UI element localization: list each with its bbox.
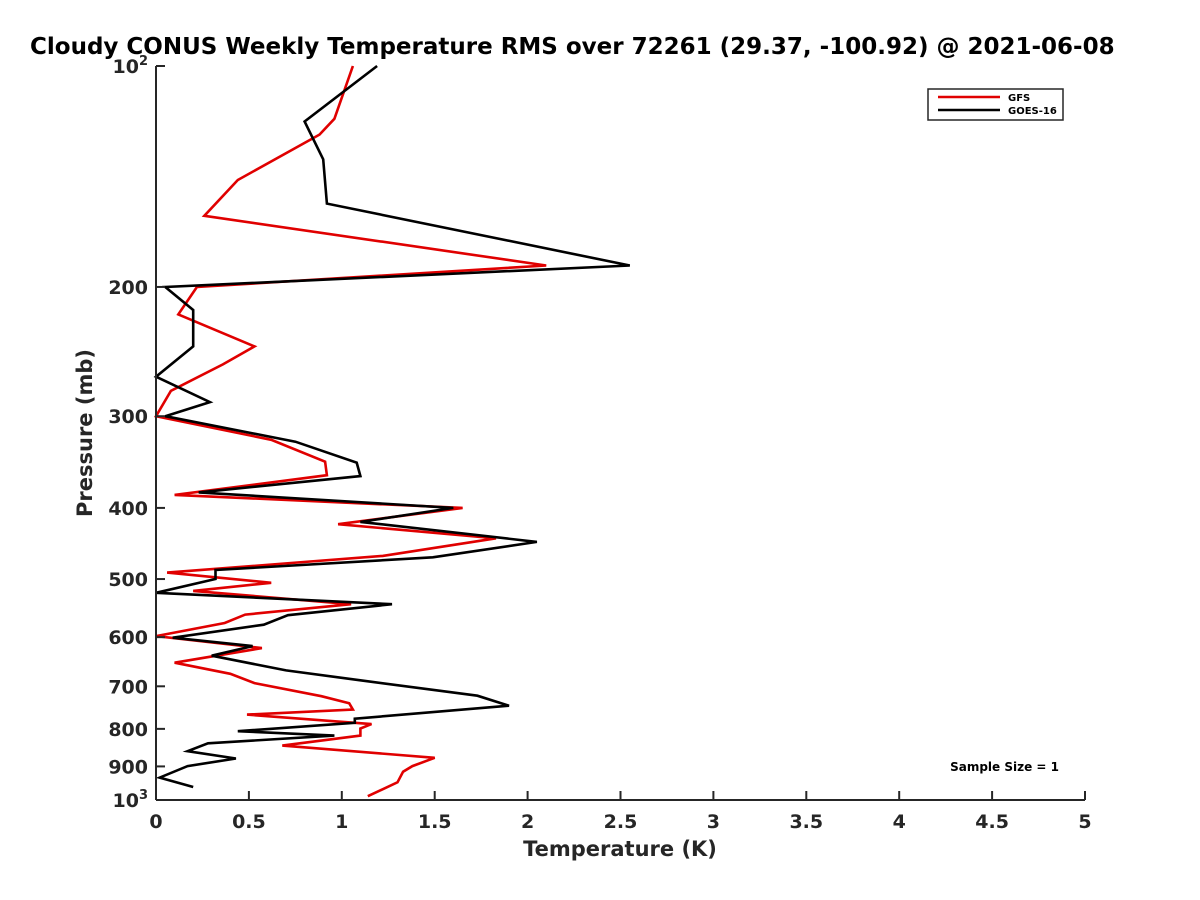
series-line-gfs — [153, 65, 547, 798]
legend-label: GOES-16 — [1008, 106, 1057, 117]
x-tick-label: 2.5 — [604, 811, 638, 833]
x-tick-label: 0.5 — [232, 811, 266, 833]
y-tick-label: 102 — [113, 54, 149, 78]
legend-box — [927, 88, 1064, 121]
y-tick-label: 200 — [108, 277, 148, 299]
x-tick-label: 4.5 — [975, 811, 1009, 833]
sample-size-annotation: Sample Size = 1 — [950, 760, 1059, 774]
y-tick-label: 800 — [108, 719, 148, 741]
y-tick-label: 900 — [108, 756, 148, 778]
y-tick-label: 300 — [108, 406, 148, 428]
x-tick-label: 2 — [521, 811, 534, 833]
series-layer — [153, 64, 631, 798]
legend-label: GFS — [1008, 93, 1030, 104]
y-tick-label: 400 — [108, 498, 148, 520]
y-tick-label: 600 — [108, 627, 148, 649]
y-tick-label: 500 — [108, 569, 148, 591]
x-tick-label: 3.5 — [789, 811, 823, 833]
legend: GFS GOES-16 — [927, 88, 1064, 121]
y-tick-label: 700 — [108, 676, 148, 698]
x-tick-label: 1.5 — [418, 811, 452, 833]
y-tick-label: 103 — [113, 788, 149, 812]
x-tick-label: 3 — [707, 811, 720, 833]
x-axis-label: Temperature (K) — [523, 837, 717, 861]
chart-title: Cloudy CONUS Weekly Temperature RMS over… — [30, 34, 1115, 60]
series-line-goes-16 — [153, 64, 631, 789]
x-tick-label: 0 — [149, 811, 162, 833]
axes-layer: 0 0.5 1 1.5 2 2.5 3 3.5 4 4.5 5 102 200 300 400 500 600 7… — [108, 54, 1091, 833]
y-axis-label: Pressure (mb) — [73, 349, 97, 517]
x-tick-label: 1 — [335, 811, 348, 833]
x-tick-label: 4 — [893, 811, 906, 833]
x-tick-label: 5 — [1078, 811, 1091, 833]
